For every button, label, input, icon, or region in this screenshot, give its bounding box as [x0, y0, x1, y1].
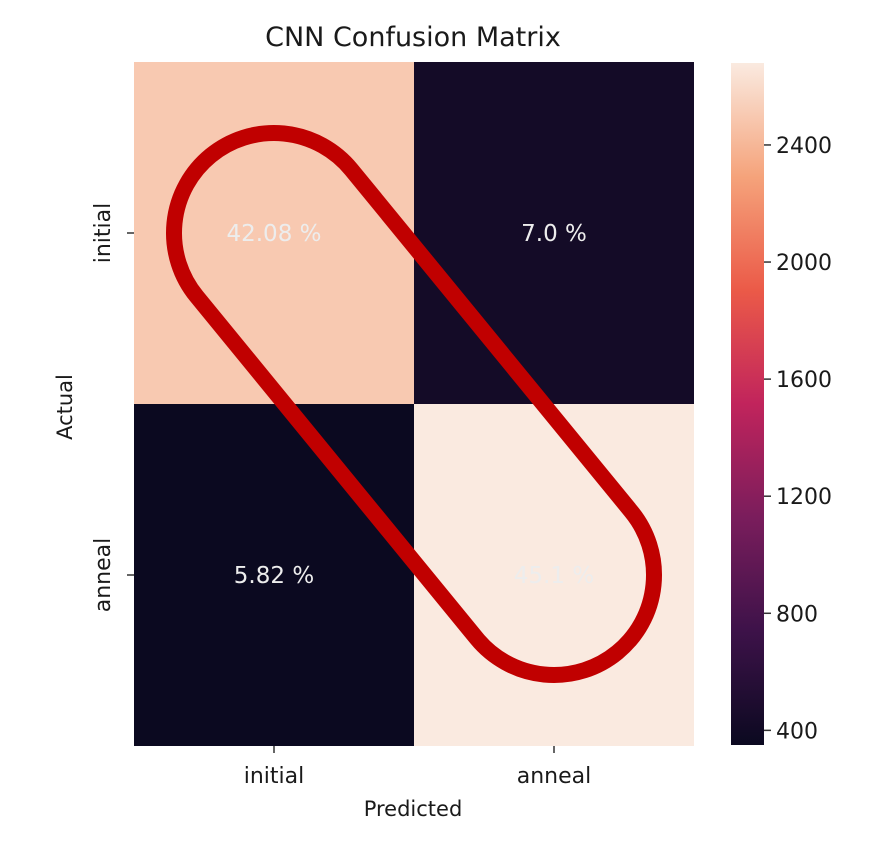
- colorbar-tick-label: 1200: [776, 485, 832, 510]
- colorbar: 400 800 1200 1600 2000 2400: [731, 63, 832, 745]
- heatmap-cells: 42.08 % 7.0 % 5.82 % 45.1 % initial anneal ini…: [91, 62, 694, 789]
- y-tick-label: anneal: [91, 538, 116, 613]
- heatmap-cell: [414, 62, 694, 404]
- colorbar-tick-label: 800: [776, 602, 818, 627]
- x-tick-label: initial: [244, 764, 305, 789]
- colorbar-tick-label: 1600: [776, 368, 832, 393]
- colorbar-tick-label: 2000: [776, 251, 832, 276]
- x-tick-label: anneal: [517, 764, 592, 789]
- x-axis-label: Predicted: [364, 797, 463, 821]
- colorbar-gradient: [731, 63, 764, 745]
- chart-title: CNN Confusion Matrix: [265, 22, 561, 53]
- cell-label: 5.82 %: [234, 563, 314, 589]
- heatmap-cell: [134, 404, 414, 746]
- y-axis-label: Actual: [53, 374, 77, 440]
- cell-label: 42.08 %: [226, 221, 321, 247]
- y-tick-label: initial: [91, 203, 116, 264]
- diagonal-highlight-outline: [166, 124, 662, 684]
- colorbar-tick-label: 2400: [776, 134, 832, 159]
- cell-label: 7.0 %: [521, 221, 587, 247]
- colorbar-tick-label: 400: [776, 719, 818, 744]
- cell-label: 45.1 %: [514, 563, 594, 589]
- annotation-layer: [166, 124, 662, 684]
